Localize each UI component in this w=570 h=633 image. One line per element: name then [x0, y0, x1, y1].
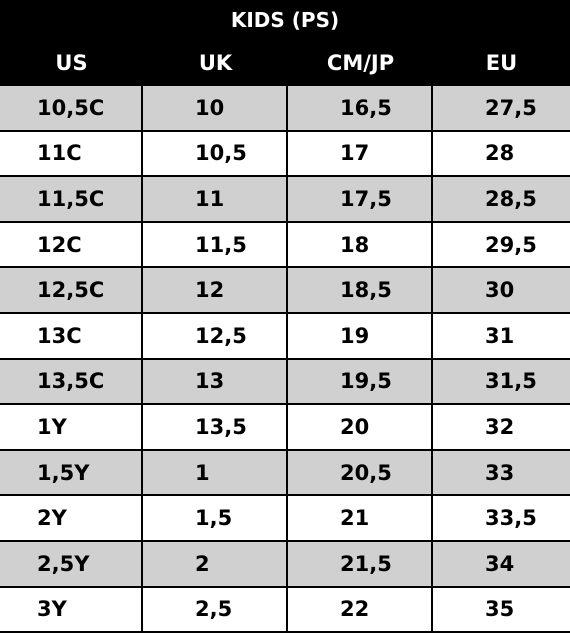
table-cell: 10,5C — [0, 86, 143, 130]
table-cell: 10,5 — [143, 131, 288, 176]
table-cell: 2,5Y — [0, 541, 143, 586]
table-cell: 13 — [143, 359, 288, 404]
table-cell: 30 — [485, 278, 515, 303]
table-row: 11,5C 11 17,5 28,5 — [0, 177, 570, 223]
table-cell: 2 — [143, 541, 288, 586]
table-cell: 12C — [0, 222, 143, 267]
table-cell: 20 — [288, 405, 433, 449]
table-cell: 11C — [0, 131, 143, 176]
column-header: EU — [485, 51, 518, 75]
table-row: 12C 11,5 18 29,5 — [0, 222, 570, 269]
table-cell: 2Y — [0, 496, 143, 540]
table-cell: 33,5 — [485, 506, 537, 531]
table-cell: 16,5 — [288, 86, 433, 130]
table-row: 10,5C 10 16,5 27,5 — [0, 86, 570, 132]
table-row: 1,5Y 1 20,5 33 — [0, 450, 570, 497]
table-cell: 11,5 — [143, 222, 288, 267]
table-cell: 18,5 — [288, 268, 433, 312]
table-cell: 1,5 — [143, 496, 288, 540]
table-cell: 13,5C — [0, 359, 143, 404]
table-cell: 2,5 — [143, 587, 288, 632]
table-cell: 19,5 — [288, 359, 433, 404]
table-cell: 13C — [0, 313, 143, 358]
table-cell: 17 — [288, 131, 433, 176]
table-cell: 31,5 — [485, 369, 537, 394]
table-cell: 1 — [143, 450, 288, 495]
table-cell: 28,5 — [485, 186, 537, 211]
table-cell: 29,5 — [485, 232, 537, 257]
table-cell: 20,5 — [288, 450, 433, 495]
table-cell: 3Y — [0, 587, 143, 632]
table-cell: 11,5C — [0, 177, 143, 221]
table-row: 13,5C 13 19,5 31,5 — [0, 359, 570, 406]
table-cell: 13,5 — [143, 405, 288, 449]
table-row: 1Y 13,5 20 32 — [0, 405, 570, 451]
column-header: US — [55, 51, 88, 75]
table-cell: 1Y — [0, 405, 143, 449]
table-cell: 1,5Y — [0, 450, 143, 495]
table-row: 11C 10,5 17 28 — [0, 131, 570, 178]
column-header: CM/JP — [326, 51, 395, 75]
table-cell: 32 — [485, 414, 515, 439]
table-cell: 31 — [485, 323, 515, 348]
table-cell: 21,5 — [288, 541, 433, 586]
table-row: 12,5C 12 18,5 30 — [0, 268, 570, 314]
table-row: 2Y 1,5 21 33,5 — [0, 496, 570, 542]
table-cell: 34 — [485, 551, 515, 576]
table-cell: 28 — [485, 141, 515, 166]
table-cell: 10 — [143, 86, 288, 130]
table-cell: 11 — [143, 177, 288, 221]
table-body: 10,5C 10 16,5 27,5 11C 10,5 17 28 11,5C 11 17,5 28,… — [0, 86, 570, 633]
table-cell: 17,5 — [288, 177, 433, 221]
header-row: US UK CM/JP EU — [0, 40, 570, 86]
table-cell: 12 — [143, 268, 288, 312]
table-row: 13C 12,5 19 31 — [0, 313, 570, 360]
table-cell: 12,5C — [0, 268, 143, 312]
table-cell: 12,5 — [143, 313, 288, 358]
table-cell: 33 — [485, 460, 515, 485]
table-cell: 22 — [288, 587, 433, 632]
table-cell: 19 — [288, 313, 433, 358]
table-cell: 21 — [288, 496, 433, 540]
table-title: KIDS (PS) — [0, 0, 570, 40]
table-row: 3Y 2,5 22 35 — [0, 587, 570, 633]
column-header: UK — [198, 51, 233, 75]
table-cell: 35 — [485, 597, 515, 622]
table-row: 2,5Y 2 21,5 34 — [0, 541, 570, 588]
table-cell: 18 — [288, 222, 433, 267]
table-cell: 27,5 — [485, 95, 537, 120]
